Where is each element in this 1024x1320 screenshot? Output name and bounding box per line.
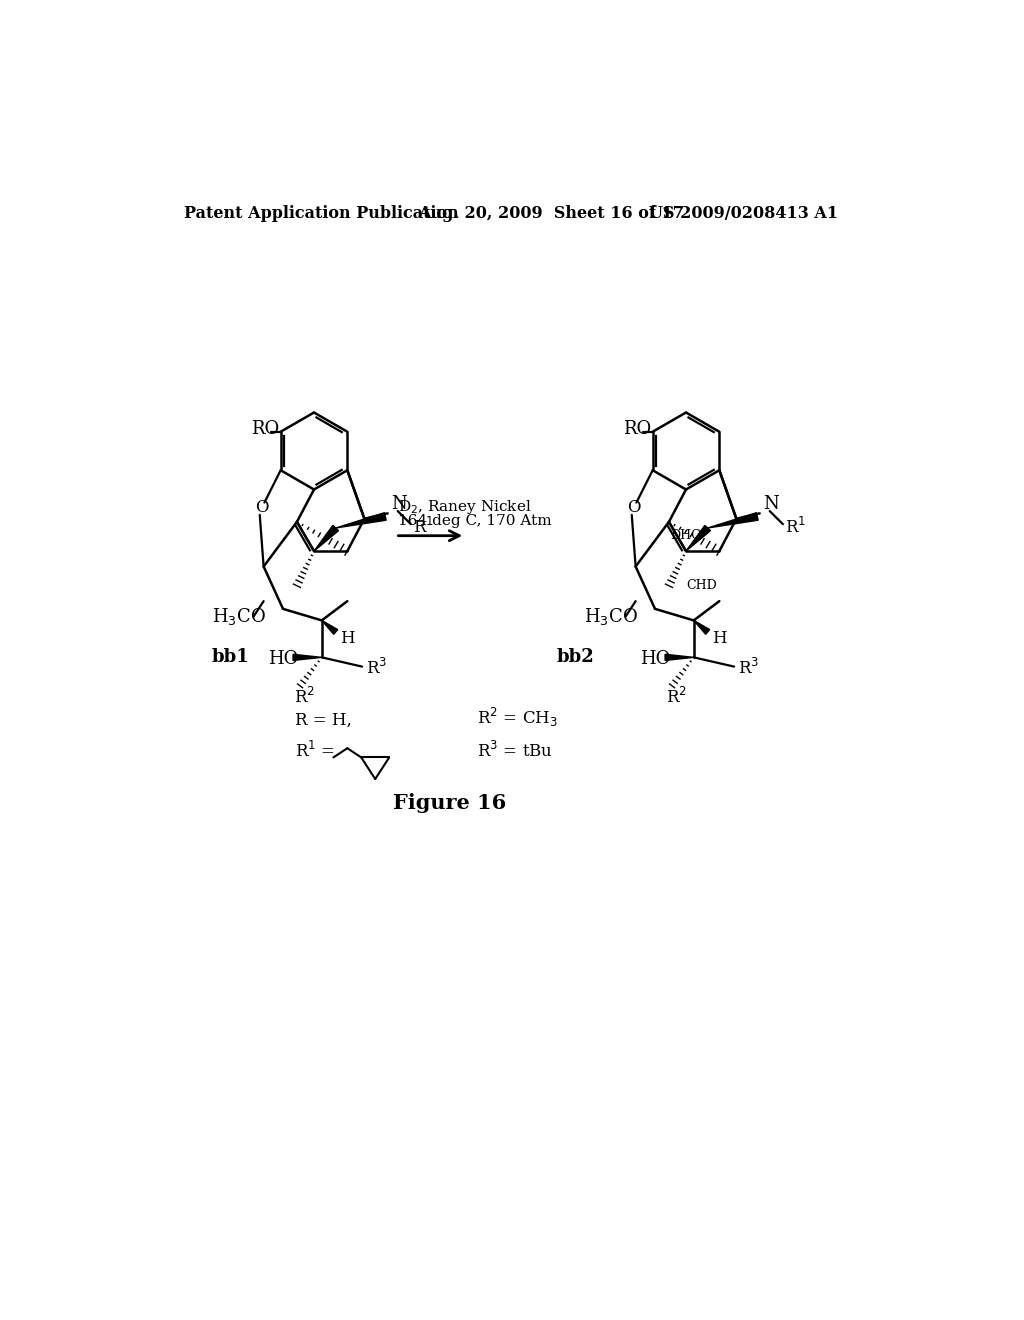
Text: R$^1$ =: R$^1$ =	[295, 742, 335, 762]
Polygon shape	[293, 655, 322, 660]
Text: O: O	[255, 499, 268, 516]
Text: bb2: bb2	[557, 648, 594, 667]
Text: R$^2$: R$^2$	[666, 688, 687, 708]
Text: N: N	[391, 495, 408, 513]
Polygon shape	[322, 620, 338, 635]
Text: HO: HO	[640, 649, 671, 668]
Text: R$^2$ = CH$_3$: R$^2$ = CH$_3$	[477, 706, 558, 730]
Text: R = H,: R = H,	[295, 711, 351, 729]
Text: H: H	[712, 630, 726, 647]
Text: R$^3$: R$^3$	[738, 659, 759, 678]
Text: R$^1$: R$^1$	[785, 516, 806, 536]
Text: D$_2$, Raney Nickel: D$_2$, Raney Nickel	[398, 498, 532, 516]
Polygon shape	[686, 525, 711, 552]
Polygon shape	[314, 525, 339, 552]
Text: R$^3$: R$^3$	[366, 659, 387, 678]
Text: N: N	[764, 495, 779, 513]
Text: Patent Application Publication: Patent Application Publication	[183, 206, 459, 222]
Text: O: O	[627, 499, 641, 516]
Text: CHD: CHD	[686, 579, 717, 593]
Text: H$_3$CO: H$_3$CO	[584, 606, 638, 627]
Text: R$^1$: R$^1$	[414, 516, 434, 536]
Text: H$_3$CO: H$_3$CO	[212, 606, 265, 627]
Text: R$^2$: R$^2$	[294, 688, 314, 708]
Text: Aug. 20, 2009  Sheet 16 of 17: Aug. 20, 2009 Sheet 16 of 17	[419, 206, 684, 222]
Text: H: H	[340, 630, 354, 647]
Text: RO: RO	[251, 420, 280, 438]
Text: bb1: bb1	[212, 648, 250, 667]
Polygon shape	[708, 512, 758, 528]
Polygon shape	[665, 655, 693, 660]
Polygon shape	[693, 620, 710, 635]
Text: DHC: DHC	[671, 529, 701, 543]
Text: US 2009/0208413 A1: US 2009/0208413 A1	[649, 206, 838, 222]
Text: HO: HO	[268, 649, 299, 668]
Text: Figure 16: Figure 16	[393, 793, 506, 813]
Text: RO: RO	[624, 420, 651, 438]
Text: 164 deg C, 170 Atm: 164 deg C, 170 Atm	[398, 513, 552, 528]
Polygon shape	[336, 512, 386, 528]
Text: R$^3$ = tBu: R$^3$ = tBu	[477, 742, 553, 762]
